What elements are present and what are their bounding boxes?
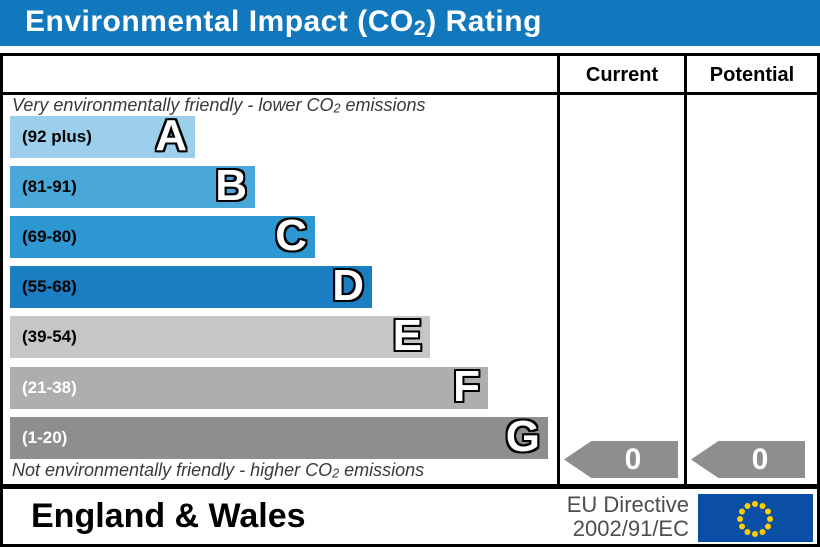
bottom-note: Not environmentally friendly - higher CO… (12, 460, 425, 481)
current-rating-value: 0 (624, 443, 642, 476)
column-header-potential: Potential (709, 64, 795, 86)
current-rating-arrow: 0 (564, 441, 678, 478)
title-bar: Environmental Impact (CO2) Rating (0, 0, 820, 46)
band-d-letter: D (332, 261, 364, 310)
band-f-range: (21-38) (22, 378, 77, 397)
band-e: (39-54) E (10, 311, 430, 360)
top-note: Very environmentally friendly - lower CO… (12, 95, 426, 116)
table-header-row: Current Potential (3, 56, 817, 95)
region-label: England & Wales (31, 497, 306, 535)
eu-directive-line2: 2002/91/EC (572, 516, 689, 541)
bottom-note-co2-subscript: 2 (332, 466, 340, 481)
band-e-letter: E (392, 311, 422, 360)
top-note-suffix: emissions (340, 95, 426, 115)
column-divider-current (557, 56, 560, 484)
page-title: Environmental Impact (CO2) Rating (25, 5, 542, 40)
column-divider-potential (684, 56, 687, 484)
band-d: (55-68) D (10, 261, 372, 310)
eu-directive-line1: EU Directive (566, 492, 689, 517)
band-c: (69-80) C (10, 211, 315, 260)
band-f-letter: F (453, 362, 480, 411)
band-d-range: (55-68) (22, 277, 77, 296)
title-text-suffix: ) Rating (426, 5, 542, 38)
column-header-current: Current (585, 64, 659, 86)
potential-rating-value: 0 (751, 443, 769, 476)
title-text-prefix: Environmental Impact (CO (25, 5, 414, 38)
potential-rating-arrow: 0 (691, 441, 805, 478)
bottom-note-text: Not environmentally friendly - higher CO (12, 460, 333, 480)
eu-directive-label: EU Directive 2002/91/EC (567, 493, 689, 541)
band-f: (21-38) F (10, 362, 488, 411)
band-g-letter: G (505, 412, 540, 461)
band-a-range: (92 plus) (22, 127, 92, 146)
band-b: (81-91) B (10, 161, 255, 210)
rating-table: Current Potential Very environmentally f… (0, 53, 820, 487)
band-b-letter: B (215, 161, 247, 210)
band-a-letter: A (155, 111, 187, 160)
band-a: (92 plus) A (10, 111, 195, 160)
top-note-text: Very environmentally friendly - lower CO (12, 95, 334, 115)
band-g: (1-20) G (10, 412, 548, 461)
top-note-co2-subscript: 2 (333, 101, 341, 116)
footer-bar: England & Wales EU Directive 2002/91/EC (0, 486, 820, 547)
bottom-note-suffix: emissions (339, 460, 425, 480)
band-c-range: (69-80) (22, 227, 77, 246)
band-c-letter: C (275, 211, 307, 260)
band-b-range: (81-91) (22, 177, 77, 196)
band-e-range: (39-54) (22, 327, 77, 346)
title-co2-subscript: 2 (413, 14, 427, 40)
eu-flag-icon (698, 494, 813, 542)
band-g-range: (1-20) (22, 428, 68, 447)
